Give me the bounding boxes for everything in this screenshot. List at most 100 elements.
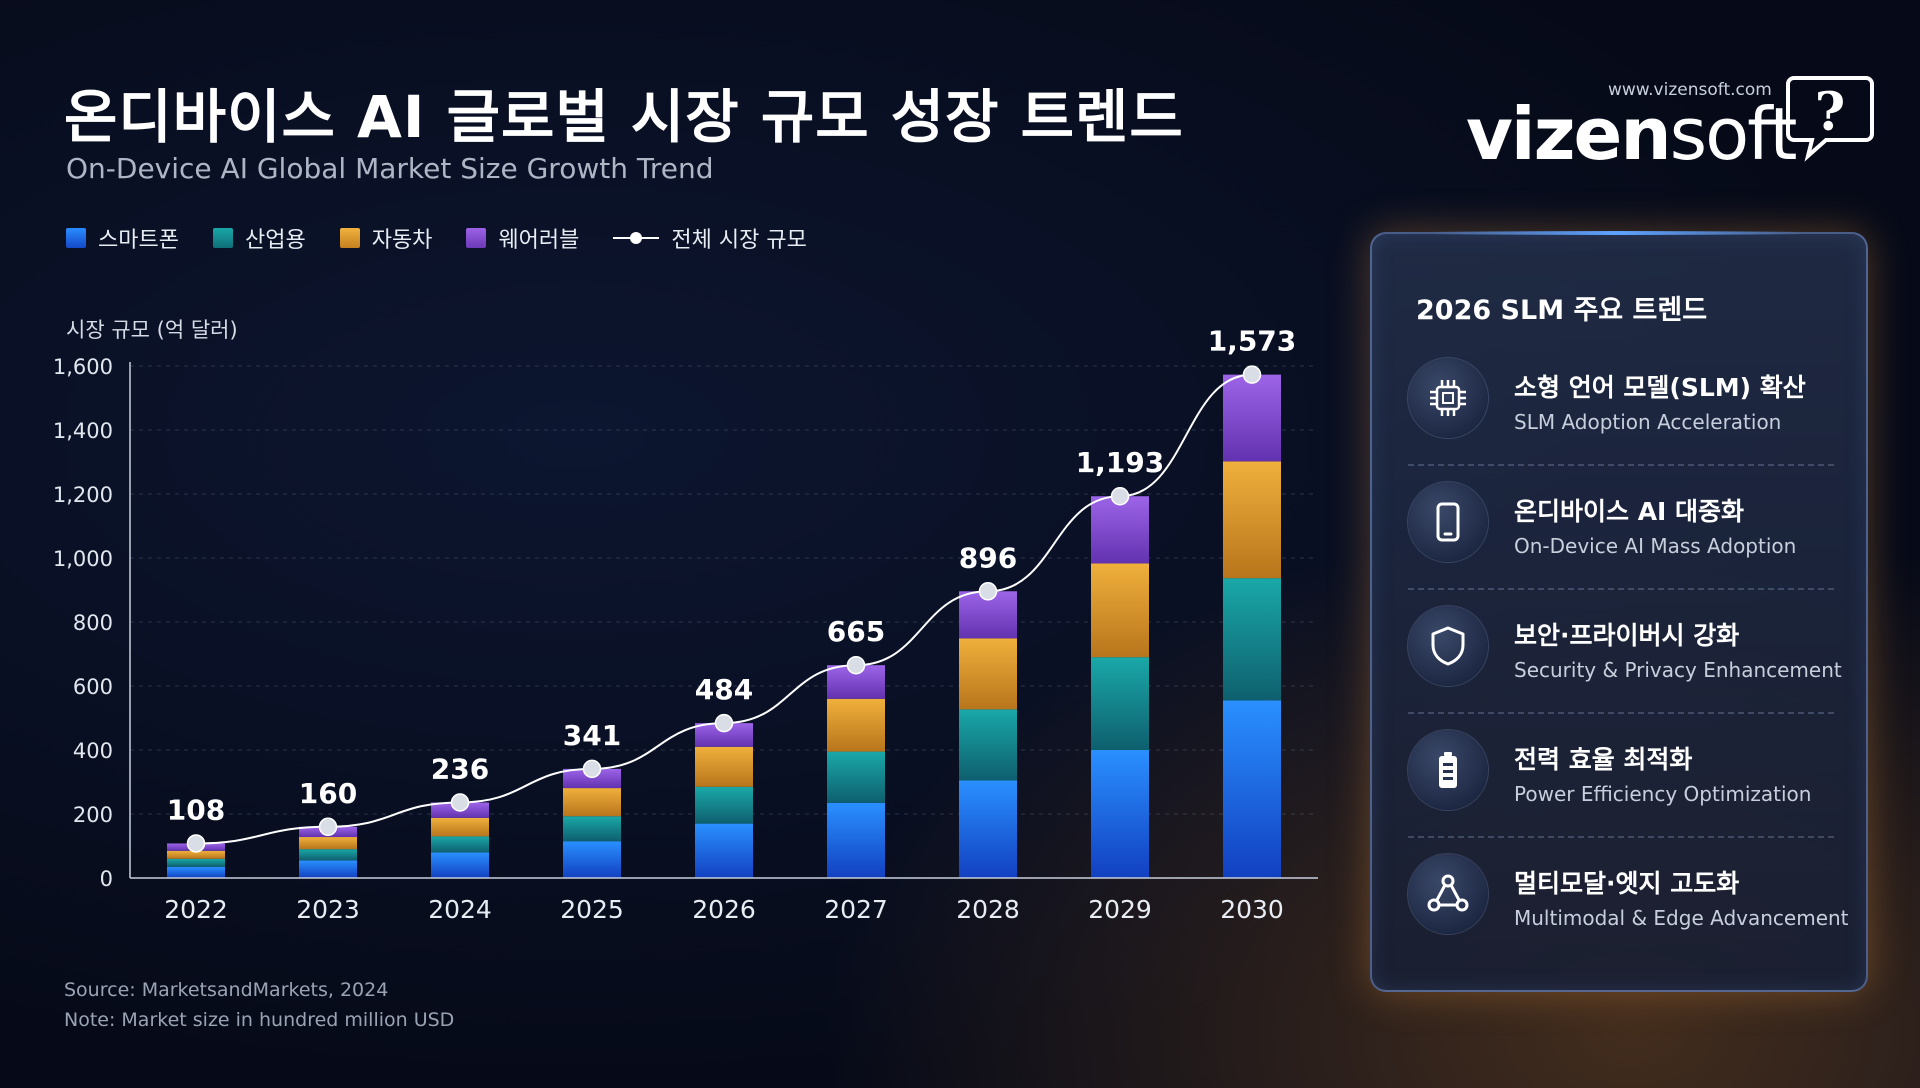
trend-item-title: 멀티모달·엣지 고도화 — [1514, 869, 1740, 898]
bar-segment-smartphone — [167, 866, 225, 878]
y-tick-label: 400 — [73, 739, 113, 763]
divider — [1408, 588, 1834, 590]
brand-url[interactable]: www.vizensoft.com — [1608, 80, 1772, 100]
legend-swatch-smartphone — [66, 228, 86, 248]
data-label: 236 — [431, 752, 489, 785]
divider — [1408, 712, 1834, 714]
y-tick-label: 1,000 — [53, 547, 113, 571]
trend-item-power: 전력 효율 최적화 Power Efficiency Optimization — [1408, 712, 1834, 838]
x-tick-label: 2024 — [428, 895, 492, 924]
legend-item-smartphone: 스마트폰 — [66, 222, 179, 254]
trend-item-multimodal: 멀티모달·엣지 고도화 Multimodal & Edge Advancemen… — [1408, 836, 1849, 960]
bar-segment-wearable — [1091, 496, 1149, 564]
legend-item-wearable: 웨어러블 — [466, 222, 579, 254]
chart-legend: 스마트폰 산업용 자동차 웨어러블 전체 시장 규모 — [66, 222, 807, 254]
market-size-chart: 108 160 236 341 484 665 896 1,193 1,573 0 200 400 6… — [52, 325, 1318, 924]
legend-label-total: 전체 시장 규모 — [671, 228, 807, 253]
brand-name-bold: vizen — [1466, 92, 1672, 176]
data-label: 1,573 — [1208, 325, 1297, 358]
trend-panel: 2026 SLM 주요 트렌드 소형 언어 모델(SLM) 확산 SLM Ado… — [1370, 231, 1868, 992]
data-label: 484 — [695, 673, 753, 706]
bar-segment-smartphone — [563, 841, 621, 878]
bar-segment-smartphone — [827, 802, 885, 878]
total-market-point — [186, 834, 206, 853]
bar-segment-automotive — [695, 746, 753, 787]
data-label: 108 — [167, 793, 225, 826]
bar-segment-smartphone — [695, 823, 753, 878]
data-label: 896 — [959, 541, 1017, 574]
total-market-point — [582, 759, 602, 779]
y-tick-label: 800 — [73, 611, 113, 635]
x-tick-label: 2030 — [1220, 895, 1284, 924]
legend-label-smartphone: 스마트폰 — [98, 228, 179, 253]
legend-label-automotive: 자동차 — [371, 228, 433, 253]
bar-segment-industrial — [959, 709, 1017, 781]
legend-swatch-wearable — [466, 228, 487, 248]
bar-segment-automotive — [167, 850, 225, 859]
bar-segment-wearable — [1223, 374, 1281, 462]
battery-icon — [1408, 730, 1488, 810]
y-tick-label: 1,200 — [53, 483, 113, 507]
bar-segment-smartphone — [959, 780, 1017, 878]
bar-segment-automotive — [299, 837, 357, 850]
x-tick-label: 2025 — [560, 895, 624, 924]
brand-logo: vizensoft — [1466, 92, 1798, 176]
brand-name-light: soft — [1669, 92, 1798, 176]
data-label: 160 — [299, 777, 357, 810]
total-market-point — [714, 713, 734, 733]
total-market-point — [450, 793, 470, 812]
y-tick-label: 1,600 — [53, 355, 113, 379]
data-label: 341 — [563, 719, 621, 752]
speech-bubble-question-icon: ? — [1786, 76, 1874, 162]
trend-item-slm: 소형 언어 모델(SLM) 확산 SLM Adoption Accelerati… — [1408, 340, 1834, 466]
bar-segment-automotive — [1091, 563, 1149, 658]
bar-segment-smartphone — [1091, 750, 1149, 878]
legend-swatch-industrial — [212, 228, 233, 248]
bar-segment-automotive — [563, 788, 621, 817]
trend-item-subtitle: Power Efficiency Optimization — [1514, 782, 1812, 806]
bar-segment-automotive — [1223, 461, 1281, 579]
legend-swatch-automotive — [339, 228, 360, 248]
y-axis-label: 시장 규모 (억 달러) — [66, 318, 238, 342]
trend-item-subtitle: SLM Adoption Acceleration — [1514, 410, 1782, 434]
y-tick-label: 200 — [73, 803, 113, 827]
bar-segment-automotive — [827, 698, 885, 752]
total-market-point — [978, 582, 998, 601]
x-tick-label: 2023 — [296, 895, 360, 924]
divider — [1408, 836, 1834, 838]
bar-segment-automotive — [959, 638, 1017, 710]
network-icon — [1408, 854, 1488, 934]
svg-text:?: ? — [1815, 82, 1845, 143]
shield-icon — [1408, 606, 1488, 686]
trend-item-subtitle: Multimodal & Edge Advancement — [1514, 906, 1849, 930]
legend-item-automotive: 자동차 — [339, 222, 433, 254]
y-tick-label: 1,400 — [53, 419, 113, 443]
x-tick-label: 2027 — [824, 895, 888, 924]
bar-segment-industrial — [1223, 578, 1281, 701]
trend-item-title: 보안·프라이버시 강화 — [1514, 621, 1740, 650]
trend-item-title: 전력 효율 최적화 — [1514, 745, 1693, 774]
bar-segment-automotive — [431, 817, 489, 837]
x-tick-label: 2026 — [692, 895, 756, 924]
bar-segment-industrial — [167, 858, 225, 867]
x-tick-label: 2029 — [1088, 895, 1152, 924]
total-market-line — [195, 373, 1253, 845]
data-label: 1,193 — [1076, 446, 1165, 479]
bar-segment-smartphone — [431, 852, 489, 878]
total-market-point — [846, 655, 866, 675]
legend-item-total: 전체 시장 규모 — [613, 222, 807, 254]
note-text: Note: Market size in hundred million USD — [64, 1009, 455, 1031]
trend-item-title: 소형 언어 모델(SLM) 확산 — [1514, 373, 1806, 402]
divider — [1408, 464, 1834, 466]
legend-label-industrial: 산업용 — [244, 228, 306, 253]
x-tick-label: 2022 — [164, 895, 228, 924]
bar-segment-smartphone — [1223, 700, 1281, 878]
trend-item-security: 보안·프라이버시 강화 Security & Privacy Enhanceme… — [1408, 588, 1842, 714]
trend-item-on-device: 온디바이스 AI 대중화 On-Device AI Mass Adoption — [1408, 464, 1834, 590]
bar-segment-industrial — [1091, 657, 1149, 750]
total-market-point — [1242, 365, 1262, 384]
legend-line-icon — [613, 228, 660, 248]
smartphone-icon — [1408, 482, 1488, 562]
x-tick-label: 2028 — [956, 895, 1020, 924]
legend-label-wearable: 웨어러블 — [498, 228, 580, 253]
